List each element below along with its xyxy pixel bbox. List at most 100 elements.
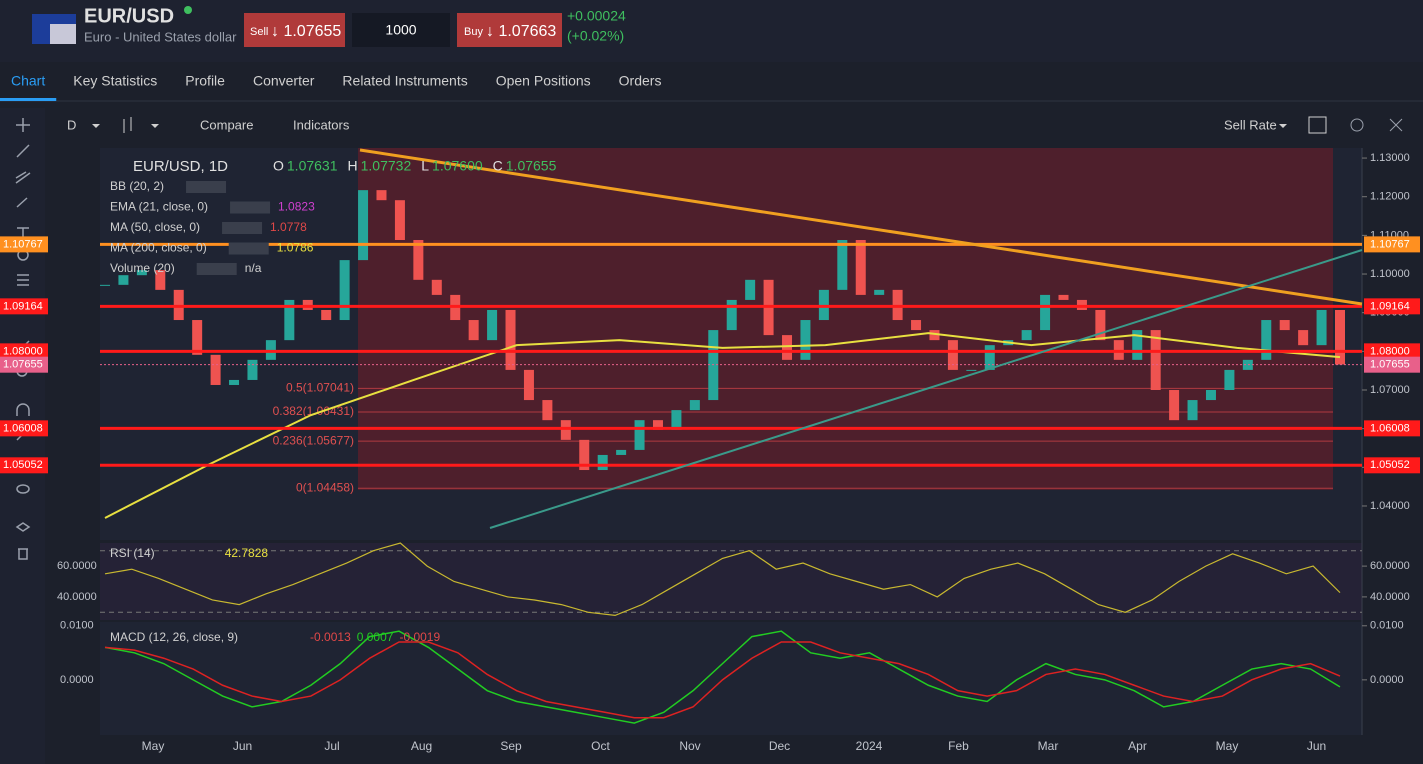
sell-button[interactable] — [244, 13, 345, 47]
brush-tool[interactable] — [16, 197, 28, 208]
indicator-controls[interactable] — [228, 242, 269, 255]
tab[interactable]: Related Instruments — [342, 73, 467, 89]
crosshair-tool[interactable] — [16, 118, 30, 132]
level-label-right: 1.09164 — [1370, 300, 1410, 312]
interval[interactable]: D — [67, 117, 76, 132]
x-tick-label: Jun — [233, 739, 252, 753]
x-tick-label: Apr — [1128, 739, 1147, 753]
level-tag-left — [0, 457, 48, 474]
indicator-value: n/a — [245, 261, 262, 275]
candle — [616, 449, 627, 455]
legend-symbol: EUR/USD, 1D — [133, 158, 228, 175]
layers-tool[interactable] — [15, 522, 31, 532]
x-tick-label: Jun — [1307, 739, 1326, 753]
ohlc-key: O — [273, 158, 284, 174]
candle — [1169, 390, 1180, 421]
level-tag-left — [0, 298, 48, 315]
candle — [874, 289, 885, 295]
level-label-right: 1.08000 — [1370, 345, 1410, 357]
compare[interactable]: Compare — [200, 117, 253, 132]
level-label-right: 1.10767 — [1370, 238, 1410, 250]
candle — [597, 454, 608, 471]
magnet-tool[interactable] — [16, 403, 30, 416]
delete-tool[interactable] — [18, 548, 28, 560]
rsi-line — [104, 542, 1341, 616]
candle — [966, 369, 977, 371]
x-tick-label: Aug — [411, 739, 432, 753]
rsi-tick-label: 40.0000 — [1370, 591, 1410, 603]
candle — [1021, 330, 1032, 341]
trend-line-up — [489, 249, 1363, 529]
buy-price: ↓ 1.07663 — [486, 23, 556, 40]
sell-price: ↓ 1.07655 — [271, 23, 341, 40]
indicator-controls[interactable] — [186, 181, 227, 193]
buy-button[interactable] — [457, 13, 562, 47]
candle — [1242, 359, 1253, 370]
macd-line — [104, 630, 1341, 724]
candle — [431, 279, 442, 295]
candle — [505, 309, 516, 370]
candle — [284, 299, 295, 341]
candle — [247, 359, 258, 380]
quantity-input[interactable] — [352, 13, 450, 47]
current-tag-right — [1364, 356, 1420, 373]
indicator-value: 1.0823 — [278, 200, 315, 214]
candle — [782, 335, 793, 360]
ma200-line — [104, 332, 1341, 519]
snapshot[interactable] — [1308, 116, 1327, 134]
indicator-controls[interactable] — [222, 222, 263, 234]
tab[interactable]: Key Statistics — [73, 73, 157, 89]
candle — [652, 420, 663, 430]
visibility-tool[interactable] — [16, 484, 30, 494]
tab[interactable]: Open Positions — [496, 73, 591, 89]
tab[interactable]: Chart — [11, 73, 45, 89]
macd-value: -0.0013 — [310, 630, 351, 644]
indicators[interactable]: Indicators — [293, 117, 350, 132]
candle — [1040, 294, 1051, 331]
candle — [100, 284, 110, 286]
status-dot — [184, 6, 192, 14]
level-tag-left — [0, 343, 48, 360]
candle — [634, 420, 645, 450]
trend-line-down — [359, 148, 1363, 306]
macd-value: -0.0019 — [399, 630, 440, 644]
level-tag-right — [1364, 343, 1420, 360]
candle — [1279, 320, 1290, 331]
ohlc-value: 1.07600 — [432, 158, 483, 174]
tab[interactable]: Orders — [619, 73, 662, 89]
candle — [855, 240, 866, 295]
flag-us — [50, 24, 76, 44]
price-tick-label: 1.04000 — [1370, 500, 1410, 512]
rate-select[interactable]: Sell Rate — [1224, 117, 1277, 132]
level-tag-right — [1364, 457, 1420, 474]
x-tick-label: Feb — [948, 739, 969, 753]
chart-type[interactable] — [123, 117, 132, 133]
change: +0.00024 — [567, 8, 626, 24]
channel-tool[interactable] — [15, 171, 31, 184]
candle — [837, 240, 848, 290]
rsi-tick-label-left: 60.0000 — [57, 560, 97, 572]
candle — [726, 299, 737, 331]
candle — [671, 410, 682, 430]
tab[interactable]: Converter — [253, 73, 315, 89]
x-tick-label: Nov — [679, 739, 700, 753]
header-bar — [0, 0, 1423, 62]
tab[interactable]: Profile — [185, 73, 225, 89]
indicator-controls[interactable] — [196, 263, 237, 275]
candle — [560, 420, 571, 440]
candle — [911, 320, 922, 331]
quantity: 1000 — [385, 22, 416, 38]
fullscreen[interactable] — [1389, 118, 1403, 132]
fib-tool[interactable] — [17, 274, 29, 286]
macd-line — [104, 641, 1341, 719]
sell-label: Sell — [250, 26, 268, 38]
ohlc-key: C — [493, 158, 503, 174]
line-tool[interactable] — [16, 144, 30, 158]
candle — [468, 320, 479, 341]
level-label-right: 1.05052 — [1370, 459, 1410, 471]
candle — [136, 270, 147, 276]
candle — [984, 345, 995, 370]
price-tick-label: 1.07000 — [1370, 384, 1410, 396]
settings[interactable] — [1350, 118, 1364, 132]
indicator-controls[interactable] — [230, 201, 271, 214]
